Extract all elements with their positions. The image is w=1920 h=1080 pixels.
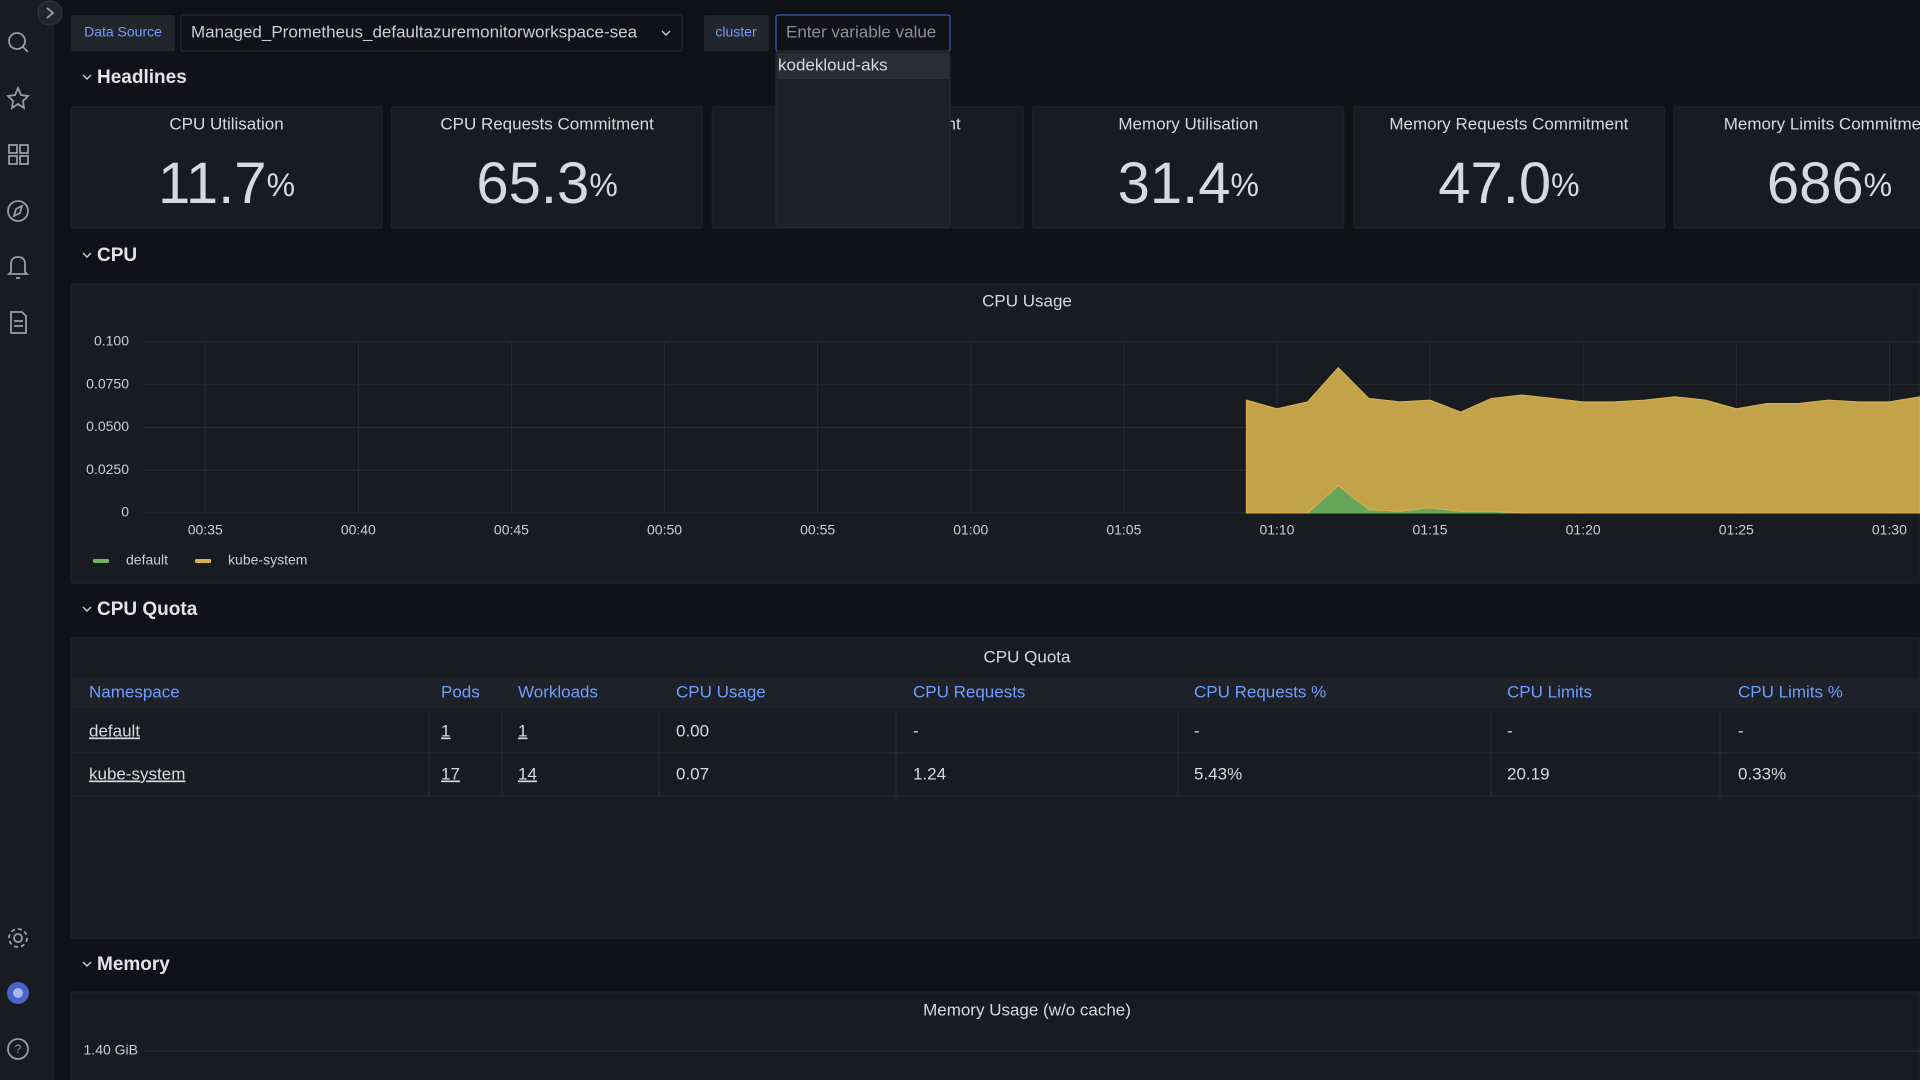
stat-title: Memory Limits Commitment [1724, 114, 1920, 133]
legend-label[interactable]: kube-system [228, 552, 307, 568]
table-link[interactable]: 1 [441, 721, 450, 740]
table-link[interactable]: 14 [518, 764, 537, 783]
table-link[interactable]: 1 [518, 721, 527, 740]
y-tick-label: 0.0250 [86, 461, 129, 477]
column-header[interactable]: Namespace [89, 682, 180, 701]
table-cell: 20.19 [1507, 764, 1550, 783]
stat-number: 65.3 [476, 151, 589, 216]
table-title: CPU Quota [984, 647, 1071, 666]
legend-swatch [93, 559, 109, 563]
datasource-value: Managed_Prometheus_defaultazuremonitorwo… [191, 22, 638, 41]
row-title[interactable]: Headlines [97, 67, 187, 88]
x-tick-label: 00:35 [188, 522, 223, 538]
stat-unit: % [1864, 167, 1892, 203]
stat-title: CPU Utilisation [169, 114, 283, 133]
column-header[interactable]: Workloads [518, 682, 598, 701]
y-tick-label: 1.40 GiB [84, 1042, 138, 1058]
x-tick-label: 01:15 [1413, 522, 1448, 538]
user-avatar[interactable] [7, 982, 29, 1004]
column-header[interactable]: CPU Usage [676, 682, 766, 701]
dropdown-option[interactable]: kodekloud-aks [778, 55, 888, 74]
column-header[interactable]: CPU Limits [1507, 682, 1592, 701]
table-cell: - [1738, 721, 1744, 740]
column-header[interactable]: CPU Requests % [1194, 682, 1326, 701]
table-cell: 0.07 [676, 764, 709, 783]
table-link[interactable]: kube-system [89, 764, 185, 783]
stat-number: 686 [1767, 151, 1864, 216]
table-link[interactable]: default [89, 721, 140, 740]
y-tick-label: 0 [121, 504, 129, 520]
stat-number: 11.7 [158, 151, 267, 216]
y-tick-label: 0.100 [94, 333, 129, 349]
x-tick-label: 01:30 [1872, 522, 1907, 538]
x-tick-label: 01:20 [1566, 522, 1601, 538]
x-tick-label: 00:55 [800, 522, 835, 538]
x-tick-label: 00:50 [647, 522, 682, 538]
stat-number: 31.4 [1118, 151, 1231, 216]
cluster-label: cluster [715, 24, 757, 40]
stat-title: Memory Requests Commitment [1389, 114, 1628, 133]
table-link[interactable]: 17 [441, 764, 460, 783]
legend-label[interactable]: default [126, 552, 168, 568]
chart-title: Memory Usage (w/o cache) [923, 1000, 1131, 1019]
expand-button[interactable] [38, 1, 62, 25]
stat-unit: % [589, 167, 617, 203]
column-header[interactable]: Pods [441, 682, 480, 701]
y-tick-label: 0.0750 [86, 375, 129, 391]
x-tick-label: 01:00 [953, 522, 988, 538]
stat-unit: % [1551, 167, 1579, 203]
stat-title: CPU Requests Commitment [440, 114, 654, 133]
stat-title: Memory Utilisation [1118, 114, 1258, 133]
x-tick-label: 01:05 [1106, 522, 1141, 538]
row-title[interactable]: Memory [97, 954, 170, 975]
column-header[interactable]: CPU Limits % [1738, 682, 1843, 701]
y-tick-label: 0.0500 [86, 418, 129, 434]
row-title[interactable]: CPU [97, 245, 137, 266]
stat-unit: % [1231, 167, 1259, 203]
table-cell: 5.43% [1194, 764, 1242, 783]
x-tick-label: 01:25 [1719, 522, 1754, 538]
row-title[interactable]: CPU Quota [97, 599, 198, 620]
cluster-placeholder: Enter variable value [786, 22, 936, 41]
x-tick-label: 01:10 [1259, 522, 1294, 538]
svg-text:?: ? [15, 1042, 22, 1056]
sidebar [0, 0, 53, 1080]
table-cell: 0.33% [1738, 764, 1786, 783]
table-cell: - [913, 721, 919, 740]
table-cell: - [1194, 721, 1200, 740]
stat-unit: % [267, 167, 295, 203]
legend-swatch [195, 559, 211, 563]
chart-title: CPU Usage [982, 291, 1072, 310]
table-cell: 1.24 [913, 764, 946, 783]
column-header[interactable]: CPU Requests [913, 682, 1025, 701]
x-tick-label: 00:40 [341, 522, 376, 538]
stat-number: 47.0 [1438, 151, 1551, 216]
table-cell: - [1507, 721, 1513, 740]
table-cell: 0.00 [676, 721, 709, 740]
x-tick-label: 00:45 [494, 522, 529, 538]
datasource-label: Data Source [84, 24, 162, 40]
